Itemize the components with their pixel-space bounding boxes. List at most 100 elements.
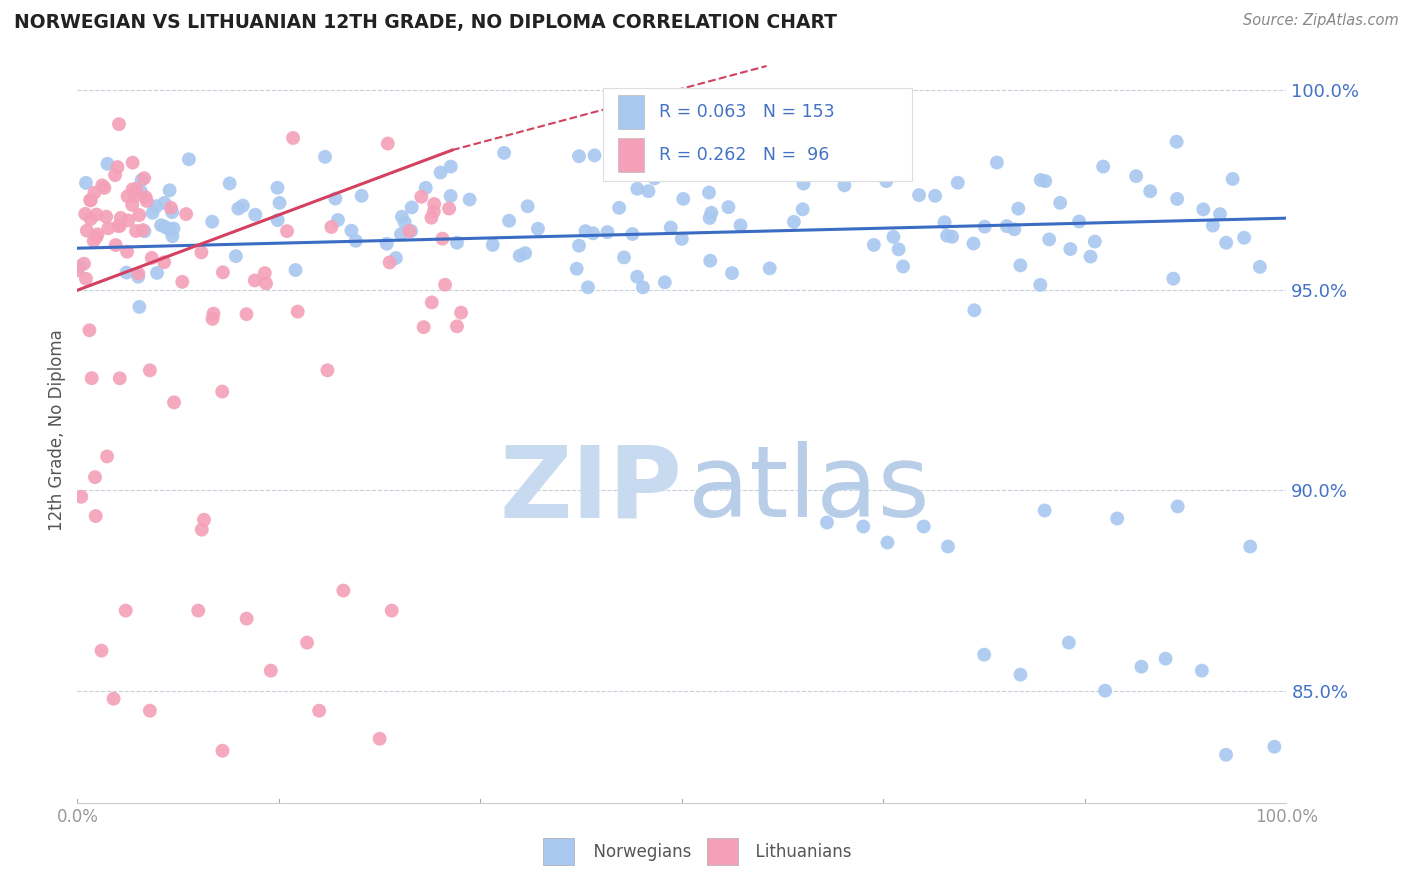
Point [941, 229, 963, 244]
FancyBboxPatch shape [603, 87, 911, 181]
Point [963, 303, 986, 318]
Point [228, 202, 250, 216]
Point [1033, 174, 1056, 188]
Point [389, 227, 412, 242]
Point [321, 219, 343, 234]
Point [107, 160, 129, 174]
Point [420, 295, 443, 310]
Point [1007, 202, 1029, 216]
Point [108, 371, 131, 385]
Point [565, 261, 588, 276]
Point [97, 221, 120, 235]
Point [995, 219, 1018, 234]
Point [114, 604, 136, 618]
Point [1029, 173, 1052, 187]
FancyBboxPatch shape [617, 138, 644, 171]
Point [326, 213, 349, 227]
Point [157, 222, 180, 236]
Point [172, 275, 194, 289]
Point [986, 155, 1008, 169]
Point [75, 176, 97, 190]
Point [1125, 169, 1147, 183]
Point [527, 221, 550, 235]
Text: ZIP: ZIP [499, 442, 682, 539]
Point [429, 165, 451, 179]
Point [946, 176, 969, 190]
Point [139, 363, 162, 377]
Point [375, 236, 398, 251]
Point [232, 199, 254, 213]
Point [912, 519, 935, 533]
Point [1163, 271, 1185, 285]
Point [758, 261, 780, 276]
Point [187, 604, 209, 618]
Point [1057, 635, 1080, 649]
Point [516, 199, 538, 213]
Point [908, 188, 931, 202]
Point [135, 194, 157, 208]
Point [1166, 135, 1188, 149]
Point [378, 255, 401, 269]
Point [340, 224, 363, 238]
Point [325, 192, 347, 206]
Point [70, 490, 93, 504]
Point [515, 246, 537, 260]
Point [423, 204, 446, 219]
Point [1222, 172, 1244, 186]
Point [876, 535, 898, 549]
Point [235, 611, 257, 625]
Point [411, 190, 433, 204]
Point [626, 269, 648, 284]
Point [1059, 242, 1081, 256]
Point [934, 215, 956, 229]
Point [281, 131, 304, 145]
Point [79, 212, 101, 227]
Point [574, 224, 596, 238]
Point [852, 519, 875, 533]
Point [391, 210, 413, 224]
Point [201, 215, 224, 229]
Point [76, 224, 98, 238]
Point [117, 189, 139, 203]
Point [440, 160, 463, 174]
Point [84, 230, 107, 244]
Point [398, 224, 420, 238]
Point [79, 194, 101, 208]
Point [134, 171, 156, 186]
Point [190, 245, 212, 260]
Point [973, 219, 995, 234]
Point [162, 221, 184, 235]
Point [1233, 231, 1256, 245]
Point [127, 269, 149, 284]
Point [654, 275, 676, 289]
Point [127, 267, 149, 281]
Point [159, 183, 181, 197]
Point [1215, 235, 1237, 250]
Point [613, 251, 636, 265]
Point [103, 691, 125, 706]
Point [621, 227, 644, 241]
Point [115, 244, 138, 259]
Point [177, 153, 200, 167]
Point [1209, 207, 1232, 221]
Point [1130, 659, 1153, 673]
Point [568, 238, 591, 252]
Point [801, 165, 824, 179]
Point [243, 273, 266, 287]
Point [1084, 235, 1107, 249]
Point [1239, 540, 1261, 554]
Point [440, 189, 463, 203]
Point [269, 195, 291, 210]
Point [1010, 667, 1032, 681]
Text: R = 0.063   N = 153: R = 0.063 N = 153 [659, 103, 835, 121]
Point [637, 184, 659, 198]
Point [1263, 739, 1285, 754]
Point [125, 224, 148, 238]
Point [287, 304, 309, 318]
Point [1029, 277, 1052, 292]
Point [193, 513, 215, 527]
Point [132, 223, 155, 237]
Point [721, 266, 744, 280]
Y-axis label: 12th Grade, No Diploma: 12th Grade, No Diploma [48, 329, 66, 532]
Point [399, 224, 422, 238]
